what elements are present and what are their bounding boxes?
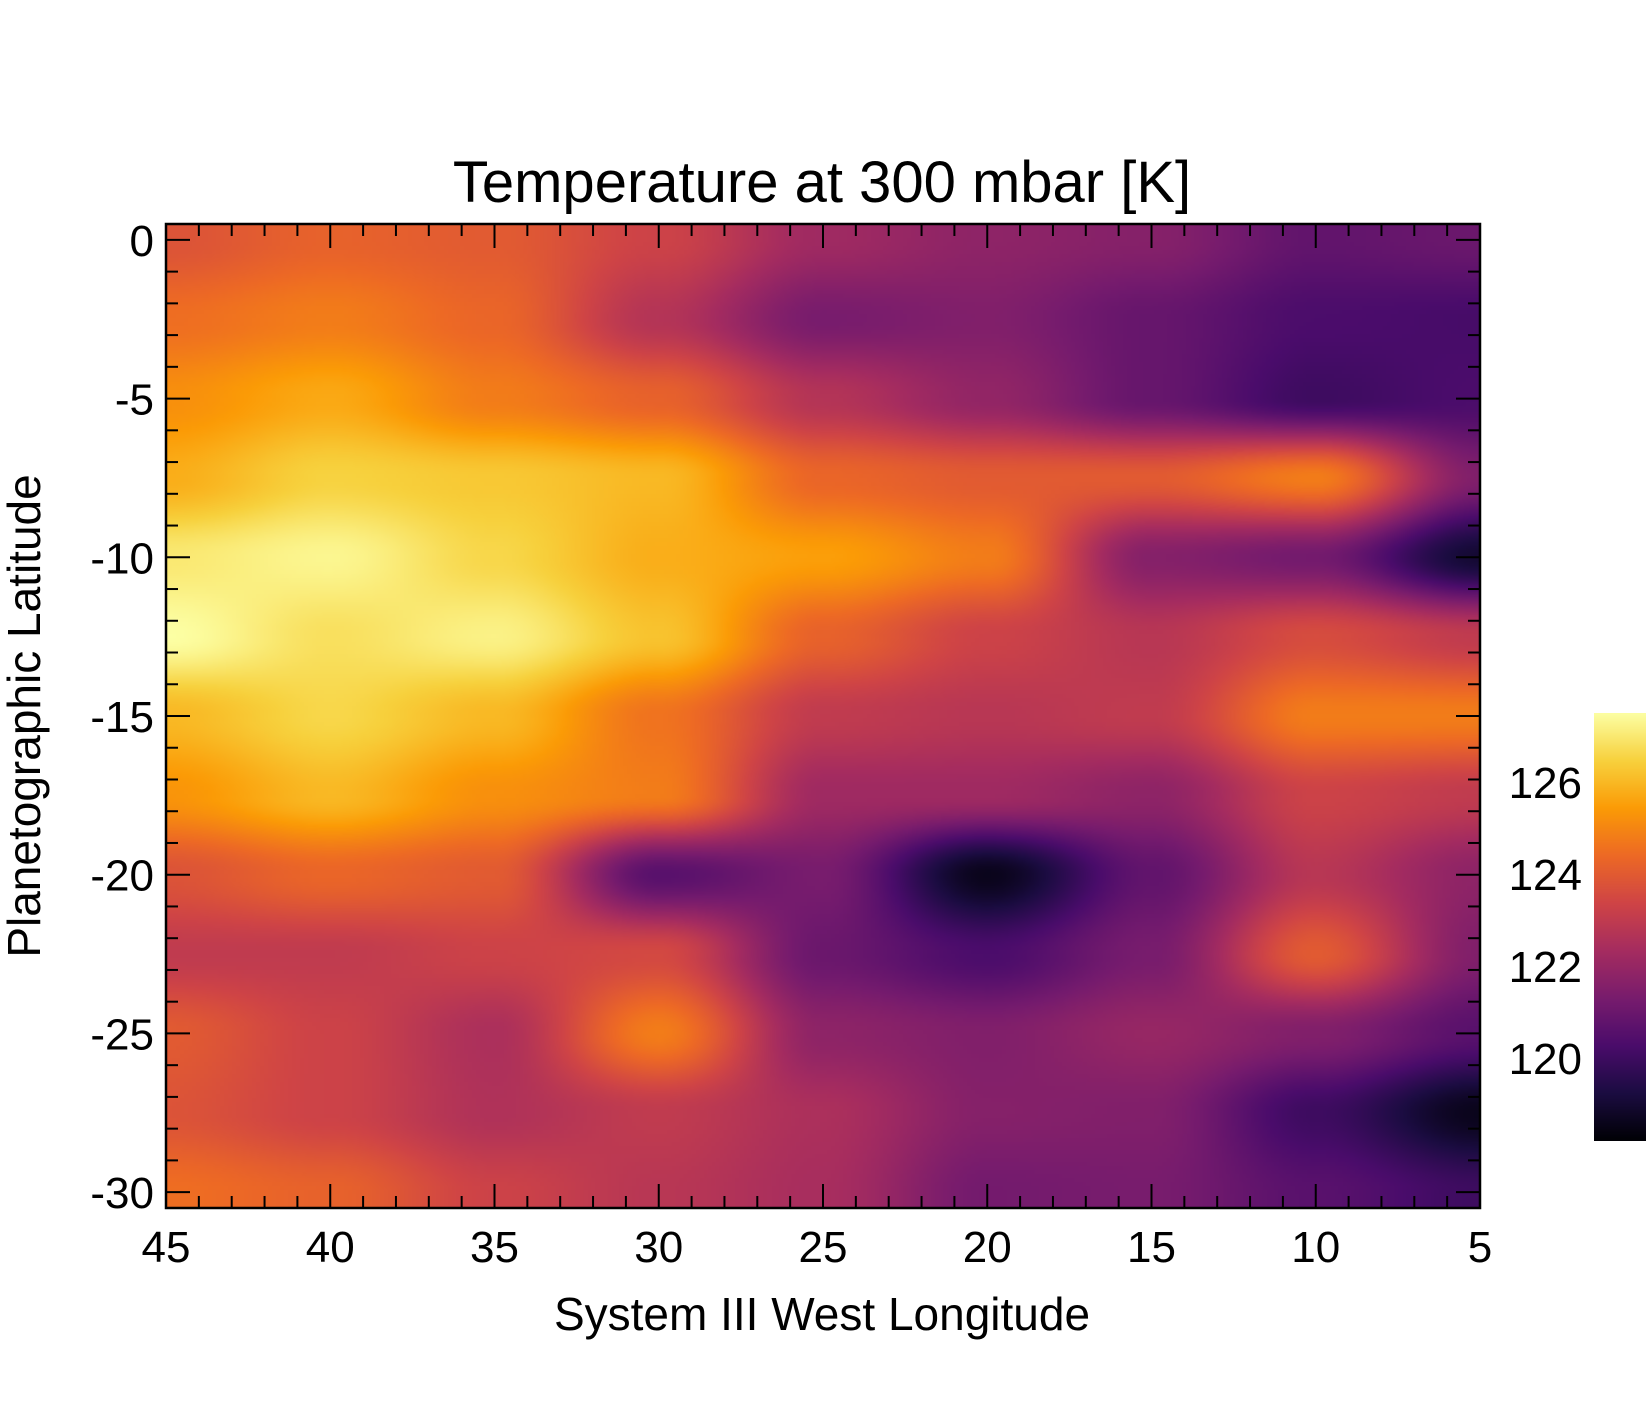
x-axis-ticks [165, 224, 1481, 1208]
x-tick-label: 25 [799, 1223, 848, 1272]
y-tick-label: -15 [90, 693, 154, 742]
y-axis-tick-labels: 0 -5 -10 -15 -20 -25 -30 [90, 217, 154, 1218]
x-tick-label: 5 [1468, 1223, 1492, 1272]
x-axis-tick-labels: 45 40 35 30 25 20 15 10 5 [142, 1223, 1493, 1272]
y-tick-label: 0 [130, 217, 154, 266]
colorbar-tick-label: 126 [1509, 759, 1582, 808]
y-tick-label: -5 [115, 376, 154, 425]
chart-title: Temperature at 300 mbar [K] [453, 150, 1191, 215]
y-tick-label: -20 [90, 852, 154, 901]
colorbar-tick-label: 124 [1509, 851, 1582, 900]
heatmap-image [166, 224, 1480, 1208]
plot-frame [164, 222, 1482, 1210]
colorbar-tick-label: 120 [1509, 1035, 1582, 1084]
y-tick-label: -25 [90, 1010, 154, 1059]
colorbar-gradient [1594, 713, 1646, 1141]
x-tick-label: 15 [1127, 1223, 1176, 1272]
x-axis-label: System III West Longitude [554, 1288, 1090, 1340]
y-tick-label: -10 [90, 534, 154, 583]
x-tick-label: 20 [963, 1223, 1012, 1272]
y-axis-label: Planetographic Latitude [0, 474, 50, 957]
colorbar-tick-labels: 120 122 124 126 [1509, 759, 1582, 1084]
x-tick-label: 10 [1291, 1223, 1340, 1272]
y-axis-ticks [166, 238, 1480, 1194]
x-tick-label: 35 [470, 1223, 519, 1272]
x-tick-label: 40 [306, 1223, 355, 1272]
x-tick-label: 30 [634, 1223, 683, 1272]
y-tick-label: -30 [90, 1169, 154, 1218]
x-tick-label: 45 [142, 1223, 191, 1272]
colorbar-tick-label: 122 [1509, 943, 1582, 992]
